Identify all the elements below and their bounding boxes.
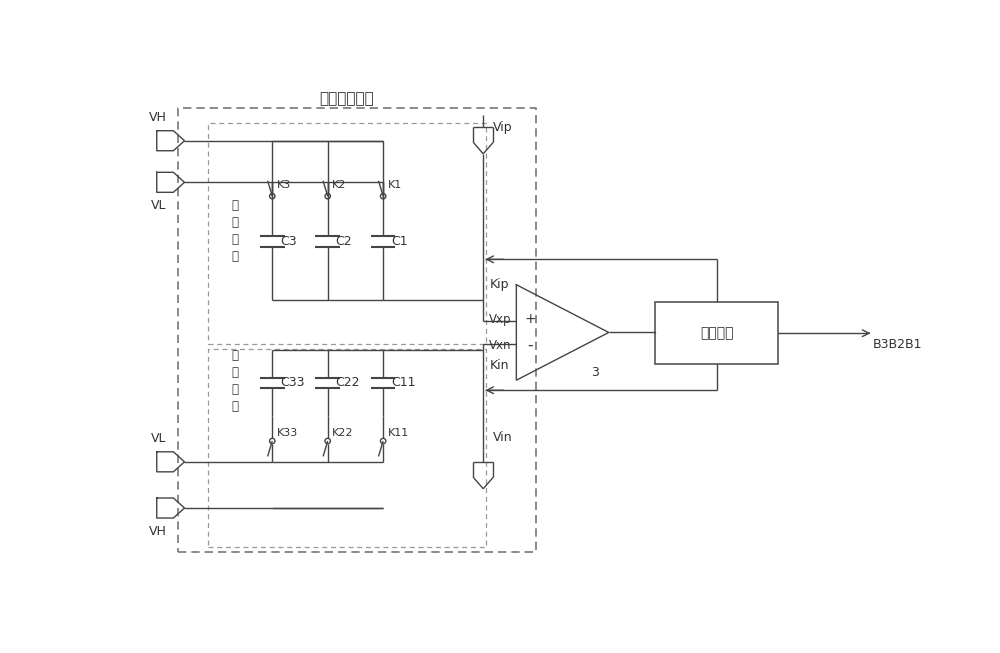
Text: 正
相
网
络: 正 相 网 络	[232, 199, 239, 263]
Text: Vin: Vin	[492, 431, 512, 444]
Text: C11: C11	[391, 376, 415, 389]
Text: VH: VH	[149, 525, 167, 538]
Text: C1: C1	[391, 234, 407, 247]
Text: Vip: Vip	[492, 121, 512, 135]
Text: C33: C33	[280, 376, 304, 389]
Text: K2: K2	[332, 180, 347, 191]
Text: C2: C2	[335, 234, 352, 247]
Text: VL: VL	[151, 199, 166, 212]
Text: VL: VL	[151, 432, 166, 445]
Text: 反
相
网
络: 反 相 网 络	[232, 349, 239, 413]
Text: K22: K22	[332, 428, 354, 438]
Text: K3: K3	[277, 180, 291, 191]
Text: 开关电容网络: 开关电容网络	[320, 91, 374, 106]
Text: Vxp: Vxp	[489, 313, 512, 326]
Text: K11: K11	[388, 428, 409, 438]
Text: C3: C3	[280, 234, 297, 247]
Text: -: -	[527, 338, 533, 353]
Text: Kip: Kip	[489, 278, 509, 291]
Text: K1: K1	[388, 180, 402, 191]
Text: VH: VH	[149, 111, 167, 124]
Text: +: +	[524, 312, 536, 326]
Text: K33: K33	[277, 428, 298, 438]
Text: B3B2B1: B3B2B1	[873, 338, 922, 351]
Text: 控制电路: 控制电路	[700, 326, 733, 340]
Text: 3: 3	[591, 366, 599, 379]
Text: C22: C22	[335, 376, 360, 389]
Text: Vxn: Vxn	[489, 339, 512, 352]
Text: Kin: Kin	[489, 359, 509, 372]
